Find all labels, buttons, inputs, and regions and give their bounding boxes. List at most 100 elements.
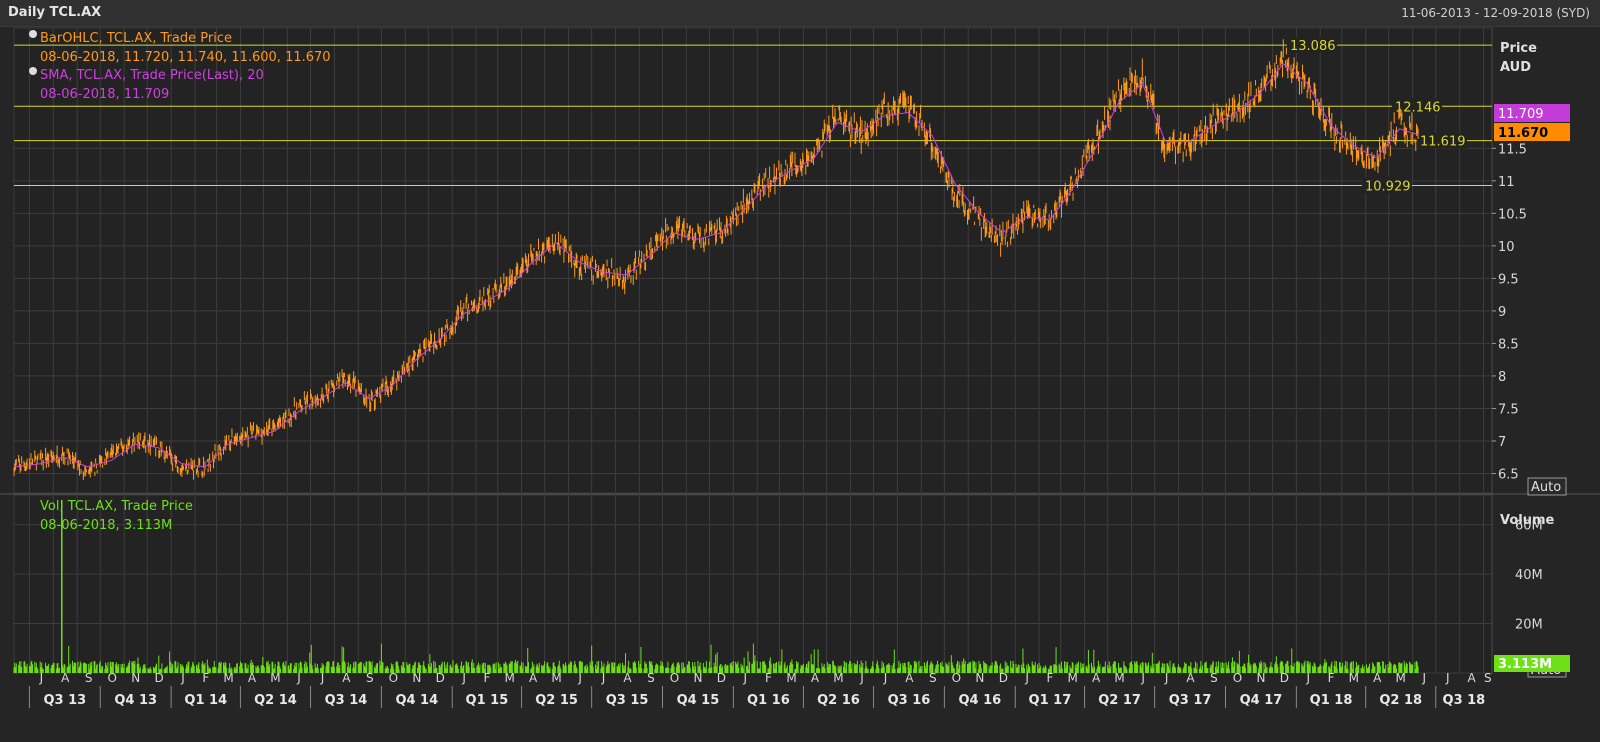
month-label: A bbox=[342, 671, 351, 685]
price-bars bbox=[13, 39, 1419, 481]
quarter-label: Q2 15 bbox=[535, 693, 578, 708]
price-axis-title: Price bbox=[1500, 41, 1537, 56]
level-label-bg bbox=[1362, 177, 1412, 194]
month-label: J bbox=[320, 671, 325, 685]
month-label: S bbox=[1210, 671, 1218, 685]
price-tick-label: 7 bbox=[1498, 435, 1506, 450]
quarter-label: Q2 18 bbox=[1379, 693, 1422, 708]
month-label: M bbox=[786, 671, 796, 685]
month-label: A bbox=[1373, 671, 1382, 685]
sma-legend-label: SMA, TCL.AX, Trade Price(Last), 20 bbox=[40, 68, 264, 83]
month-label: J bbox=[601, 671, 606, 685]
month-label: M bbox=[1396, 671, 1406, 685]
quarter-label: Q3 16 bbox=[888, 693, 931, 708]
month-label: J bbox=[180, 671, 185, 685]
volume-tick-label: 40M bbox=[1515, 568, 1543, 583]
chart-title: Daily TCL.AX bbox=[8, 5, 102, 20]
volume-last-badge bbox=[1494, 655, 1570, 672]
month-label: S bbox=[647, 671, 655, 685]
x-axis-area bbox=[14, 674, 1600, 740]
month-label: J bbox=[743, 671, 748, 685]
level-label-bg bbox=[1392, 98, 1442, 115]
level-label-bg bbox=[1417, 132, 1467, 149]
price-auto-button-box[interactable] bbox=[1527, 477, 1567, 496]
volume-bars bbox=[13, 499, 1419, 673]
month-label: J bbox=[1306, 671, 1311, 685]
quarter-label: Q1 18 bbox=[1310, 693, 1353, 708]
quarter-label: Q1 16 bbox=[747, 693, 790, 708]
month-label: J bbox=[859, 671, 864, 685]
price-legend-value: 08-06-2018, 11.720, 11.740, 11.600, 11.6… bbox=[40, 50, 331, 65]
month-label: F bbox=[765, 671, 772, 685]
volume-tick-label: 60M bbox=[1515, 519, 1543, 534]
quarter-label: Q4 15 bbox=[677, 693, 720, 708]
month-label: S bbox=[1484, 671, 1492, 685]
month-label: M bbox=[833, 671, 843, 685]
month-label: J bbox=[577, 671, 582, 685]
quarter-label: Q3 14 bbox=[325, 693, 368, 708]
price-tick-label: 9.5 bbox=[1498, 272, 1519, 287]
month-label: A bbox=[905, 671, 914, 685]
month-label: J bbox=[461, 671, 466, 685]
month-label: F bbox=[1046, 671, 1053, 685]
quarter-label: Q2 17 bbox=[1098, 693, 1141, 708]
price-tick-label: 6.5 bbox=[1498, 467, 1519, 482]
sma-last-badge bbox=[1494, 104, 1570, 122]
month-label: J bbox=[883, 671, 888, 685]
month-label: S bbox=[85, 671, 93, 685]
month-label: D bbox=[717, 671, 726, 685]
month-label: J bbox=[1421, 671, 1426, 685]
month-label: D bbox=[1280, 671, 1289, 685]
price-axis-unit: AUD bbox=[1500, 60, 1531, 75]
price-plot-area[interactable] bbox=[13, 27, 1493, 494]
month-label: O bbox=[952, 671, 961, 685]
legend-toggle-icon[interactable] bbox=[29, 30, 37, 38]
quarter-labels: Q3 13 Q4 13 Q1 14 Q2 14 Q3 14 Q4 14 Q1 15 Q2 15… bbox=[28, 686, 1486, 708]
month-label: J bbox=[1445, 671, 1450, 685]
month-label: S bbox=[366, 671, 374, 685]
month-label: N bbox=[975, 671, 984, 685]
price-tick-label: 11 bbox=[1498, 175, 1515, 190]
month-label: D bbox=[999, 671, 1008, 685]
month-label: O bbox=[107, 671, 116, 685]
month-label: O bbox=[389, 671, 398, 685]
quarter-label: Q3 18 bbox=[1443, 693, 1486, 708]
quarter-label: Q3 15 bbox=[606, 693, 649, 708]
volume-legend-label: Vol, TCL.AX, Trade Price bbox=[40, 499, 193, 514]
quarter-label: Q3 13 bbox=[43, 693, 86, 708]
month-label: D bbox=[436, 671, 445, 685]
price-tick-label: 8 bbox=[1498, 370, 1506, 385]
price-tick-label: 7.5 bbox=[1498, 402, 1519, 417]
month-label: A bbox=[61, 671, 70, 685]
month-label: M bbox=[1067, 671, 1077, 685]
month-label: F bbox=[1328, 671, 1335, 685]
price-tick-label: 8.5 bbox=[1498, 337, 1519, 352]
quarter-label: Q4 16 bbox=[958, 693, 1001, 708]
level-label: 11.619 bbox=[1420, 135, 1466, 150]
volume-y-ticks: 20M 40M 60M bbox=[1515, 519, 1543, 633]
month-label: O bbox=[670, 671, 679, 685]
month-label: A bbox=[529, 671, 538, 685]
month-label: N bbox=[1256, 671, 1265, 685]
legend-toggle-icon[interactable] bbox=[29, 67, 37, 75]
sma-last-value: 11.709 bbox=[1498, 107, 1544, 122]
month-label: D bbox=[155, 671, 164, 685]
level-label: 10.929 bbox=[1365, 179, 1411, 194]
price-auto-button[interactable]: Auto bbox=[1531, 480, 1561, 495]
month-label: N bbox=[693, 671, 702, 685]
quarter-label: Q3 17 bbox=[1169, 693, 1212, 708]
month-label: O bbox=[1233, 671, 1242, 685]
month-label: A bbox=[1186, 671, 1195, 685]
month-label: M bbox=[504, 671, 514, 685]
grid bbox=[14, 28, 1492, 673]
month-label: F bbox=[483, 671, 490, 685]
month-label: A bbox=[248, 671, 257, 685]
month-label: J bbox=[1024, 671, 1029, 685]
quarter-label: Q2 14 bbox=[254, 693, 297, 708]
quarter-label: Q4 17 bbox=[1240, 693, 1283, 708]
price-tick-label: 11.5 bbox=[1498, 142, 1527, 157]
month-label: M bbox=[270, 671, 280, 685]
month-label: N bbox=[131, 671, 140, 685]
